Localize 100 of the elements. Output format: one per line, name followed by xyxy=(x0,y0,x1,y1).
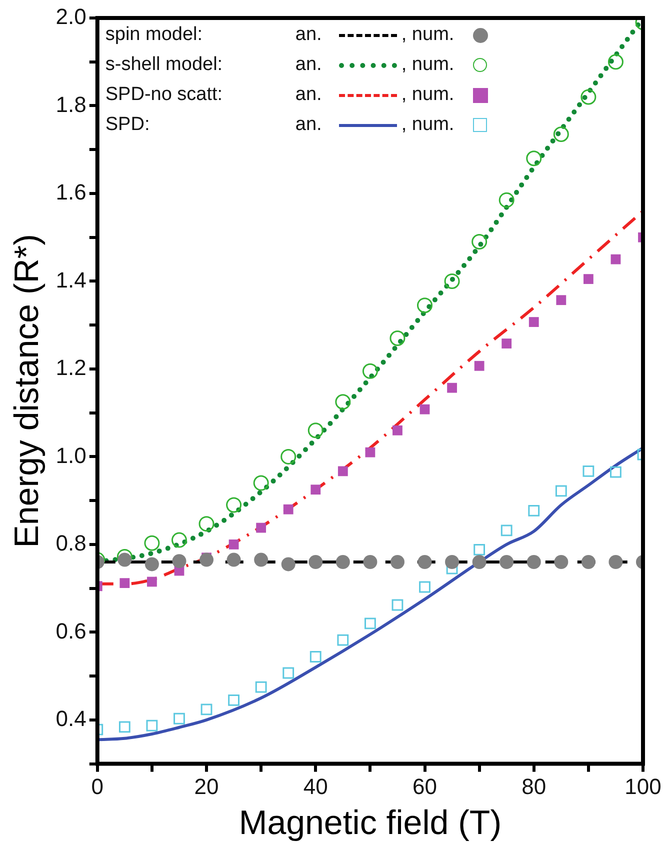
point xyxy=(335,394,351,410)
point xyxy=(583,274,594,284)
point xyxy=(226,497,242,513)
point xyxy=(144,535,160,551)
legend-label: , num. xyxy=(401,53,456,77)
point xyxy=(392,425,402,436)
point xyxy=(556,295,566,306)
y-axis-title: Energy distance (R*) xyxy=(8,234,46,548)
legend-label: an. xyxy=(295,83,323,107)
point xyxy=(363,554,378,569)
point xyxy=(365,447,376,458)
point xyxy=(120,578,130,588)
legend-label: an. xyxy=(295,23,323,47)
point xyxy=(500,524,512,536)
point xyxy=(472,234,488,250)
point xyxy=(283,504,294,514)
point xyxy=(608,554,623,569)
legend-label: an. xyxy=(295,113,323,137)
y-tick-label: 1.6 xyxy=(56,180,86,205)
point xyxy=(253,475,269,491)
point xyxy=(172,554,186,568)
point xyxy=(174,712,185,724)
point xyxy=(228,539,239,550)
point xyxy=(610,254,621,264)
point xyxy=(310,651,322,662)
point xyxy=(420,404,430,414)
legend-label: , num. xyxy=(401,113,456,137)
point xyxy=(502,338,512,348)
point xyxy=(118,552,132,567)
x-tick-label: 60 xyxy=(412,774,437,800)
x-axis-title: Magnetic field (T) xyxy=(238,804,502,842)
point xyxy=(228,694,240,706)
y-tick-label: 1.8 xyxy=(56,92,86,117)
point xyxy=(308,554,323,569)
point xyxy=(474,360,484,371)
y-tick-label: 1.2 xyxy=(56,355,86,380)
point xyxy=(338,466,348,476)
y-tick-label: 2.0 xyxy=(56,4,86,30)
point xyxy=(528,504,540,516)
point xyxy=(144,557,159,572)
point xyxy=(254,552,268,567)
legend-label: an. xyxy=(295,53,323,77)
point xyxy=(146,720,158,732)
point xyxy=(390,330,406,346)
point xyxy=(526,554,541,569)
annotation: s-shell model: xyxy=(105,53,224,77)
point xyxy=(364,618,376,630)
point xyxy=(581,554,596,569)
point xyxy=(392,599,404,611)
y-tick-label: 0.6 xyxy=(56,618,86,644)
point xyxy=(528,317,539,327)
point xyxy=(198,516,214,532)
point xyxy=(171,532,187,548)
x-tick-label: 0 xyxy=(91,774,104,800)
point xyxy=(337,634,349,646)
annotation: SPD: xyxy=(105,113,151,137)
point xyxy=(444,273,460,289)
point xyxy=(526,150,542,166)
point xyxy=(200,704,212,716)
point xyxy=(417,298,433,314)
point xyxy=(418,554,432,569)
point xyxy=(554,554,568,569)
point xyxy=(582,465,594,477)
point xyxy=(553,126,569,142)
point xyxy=(255,681,267,693)
y-tick-label: 0.4 xyxy=(56,706,86,731)
x-tick-label: 40 xyxy=(303,774,328,800)
point xyxy=(580,89,596,105)
x-tick-label: 20 xyxy=(194,774,219,800)
line-series xyxy=(97,446,643,742)
point xyxy=(608,54,624,70)
point xyxy=(445,554,460,569)
point xyxy=(256,522,266,533)
point xyxy=(282,667,294,679)
point xyxy=(555,485,567,497)
y-tick-label: 0.8 xyxy=(56,530,86,556)
x-tick-label: 80 xyxy=(522,774,546,800)
point xyxy=(226,552,241,567)
point xyxy=(118,721,130,733)
point xyxy=(390,554,404,569)
annotation: SPD-no scatt: xyxy=(105,83,224,107)
point xyxy=(280,448,296,464)
point xyxy=(419,581,430,593)
legend-label: , num. xyxy=(401,23,456,47)
point xyxy=(362,363,378,379)
point xyxy=(310,484,321,495)
point xyxy=(281,557,296,572)
point xyxy=(447,382,457,393)
x-tick-label: 100 xyxy=(624,774,662,800)
point xyxy=(472,554,486,569)
y-tick-label: 1.4 xyxy=(56,267,86,292)
annotation: spin model: xyxy=(105,23,204,47)
legend-label: , num. xyxy=(401,83,456,107)
point xyxy=(146,576,157,587)
point xyxy=(498,192,514,208)
point xyxy=(200,552,214,567)
point xyxy=(610,466,622,478)
point xyxy=(500,554,514,569)
y-tick-label: 1.0 xyxy=(56,442,86,468)
point xyxy=(308,422,324,438)
